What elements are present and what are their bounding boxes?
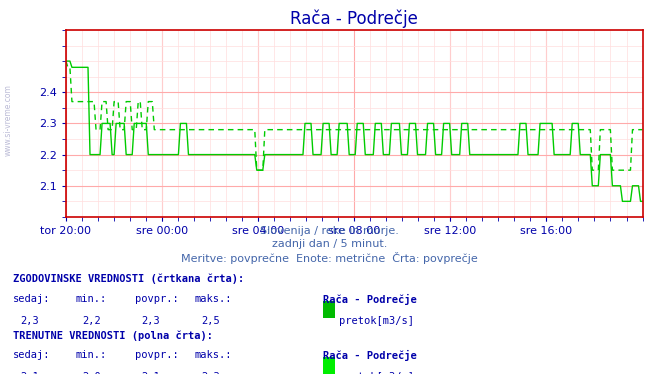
Text: 2,0: 2,0 [82, 372, 101, 374]
Text: povpr.:: povpr.: [135, 350, 179, 360]
Text: Meritve: povprečne  Enote: metrične  Črta: povprečje: Meritve: povprečne Enote: metrične Črta:… [181, 252, 478, 264]
Text: 2,1: 2,1 [142, 372, 160, 374]
Text: Rača - Podrečje: Rača - Podrečje [323, 350, 416, 361]
Text: sedaj:: sedaj: [13, 294, 51, 304]
Text: zadnji dan / 5 minut.: zadnji dan / 5 minut. [272, 239, 387, 249]
Text: min.:: min.: [76, 294, 107, 304]
Text: Slovenija / reke in morje.: Slovenija / reke in morje. [260, 226, 399, 236]
Text: min.:: min.: [76, 350, 107, 360]
Text: 2,3: 2,3 [201, 372, 219, 374]
Text: maks.:: maks.: [194, 350, 232, 360]
Text: 2,5: 2,5 [201, 316, 219, 326]
Text: 2,1: 2,1 [20, 372, 38, 374]
Text: 2,2: 2,2 [82, 316, 101, 326]
Text: povpr.:: povpr.: [135, 294, 179, 304]
Text: www.si-vreme.com: www.si-vreme.com [3, 84, 13, 156]
Text: maks.:: maks.: [194, 294, 232, 304]
Text: 2,3: 2,3 [142, 316, 160, 326]
Text: pretok[m3/s]: pretok[m3/s] [339, 372, 415, 374]
Text: Rača - Podrečje: Rača - Podrečje [323, 294, 416, 304]
Title: Rača - Podrečje: Rača - Podrečje [290, 10, 418, 28]
Text: pretok[m3/s]: pretok[m3/s] [339, 316, 415, 326]
Text: ZGODOVINSKE VREDNOSTI (črtkana črta):: ZGODOVINSKE VREDNOSTI (črtkana črta): [13, 273, 244, 283]
Text: sedaj:: sedaj: [13, 350, 51, 360]
Text: TRENUTNE VREDNOSTI (polna črta):: TRENUTNE VREDNOSTI (polna črta): [13, 331, 213, 341]
Text: 2,3: 2,3 [20, 316, 38, 326]
